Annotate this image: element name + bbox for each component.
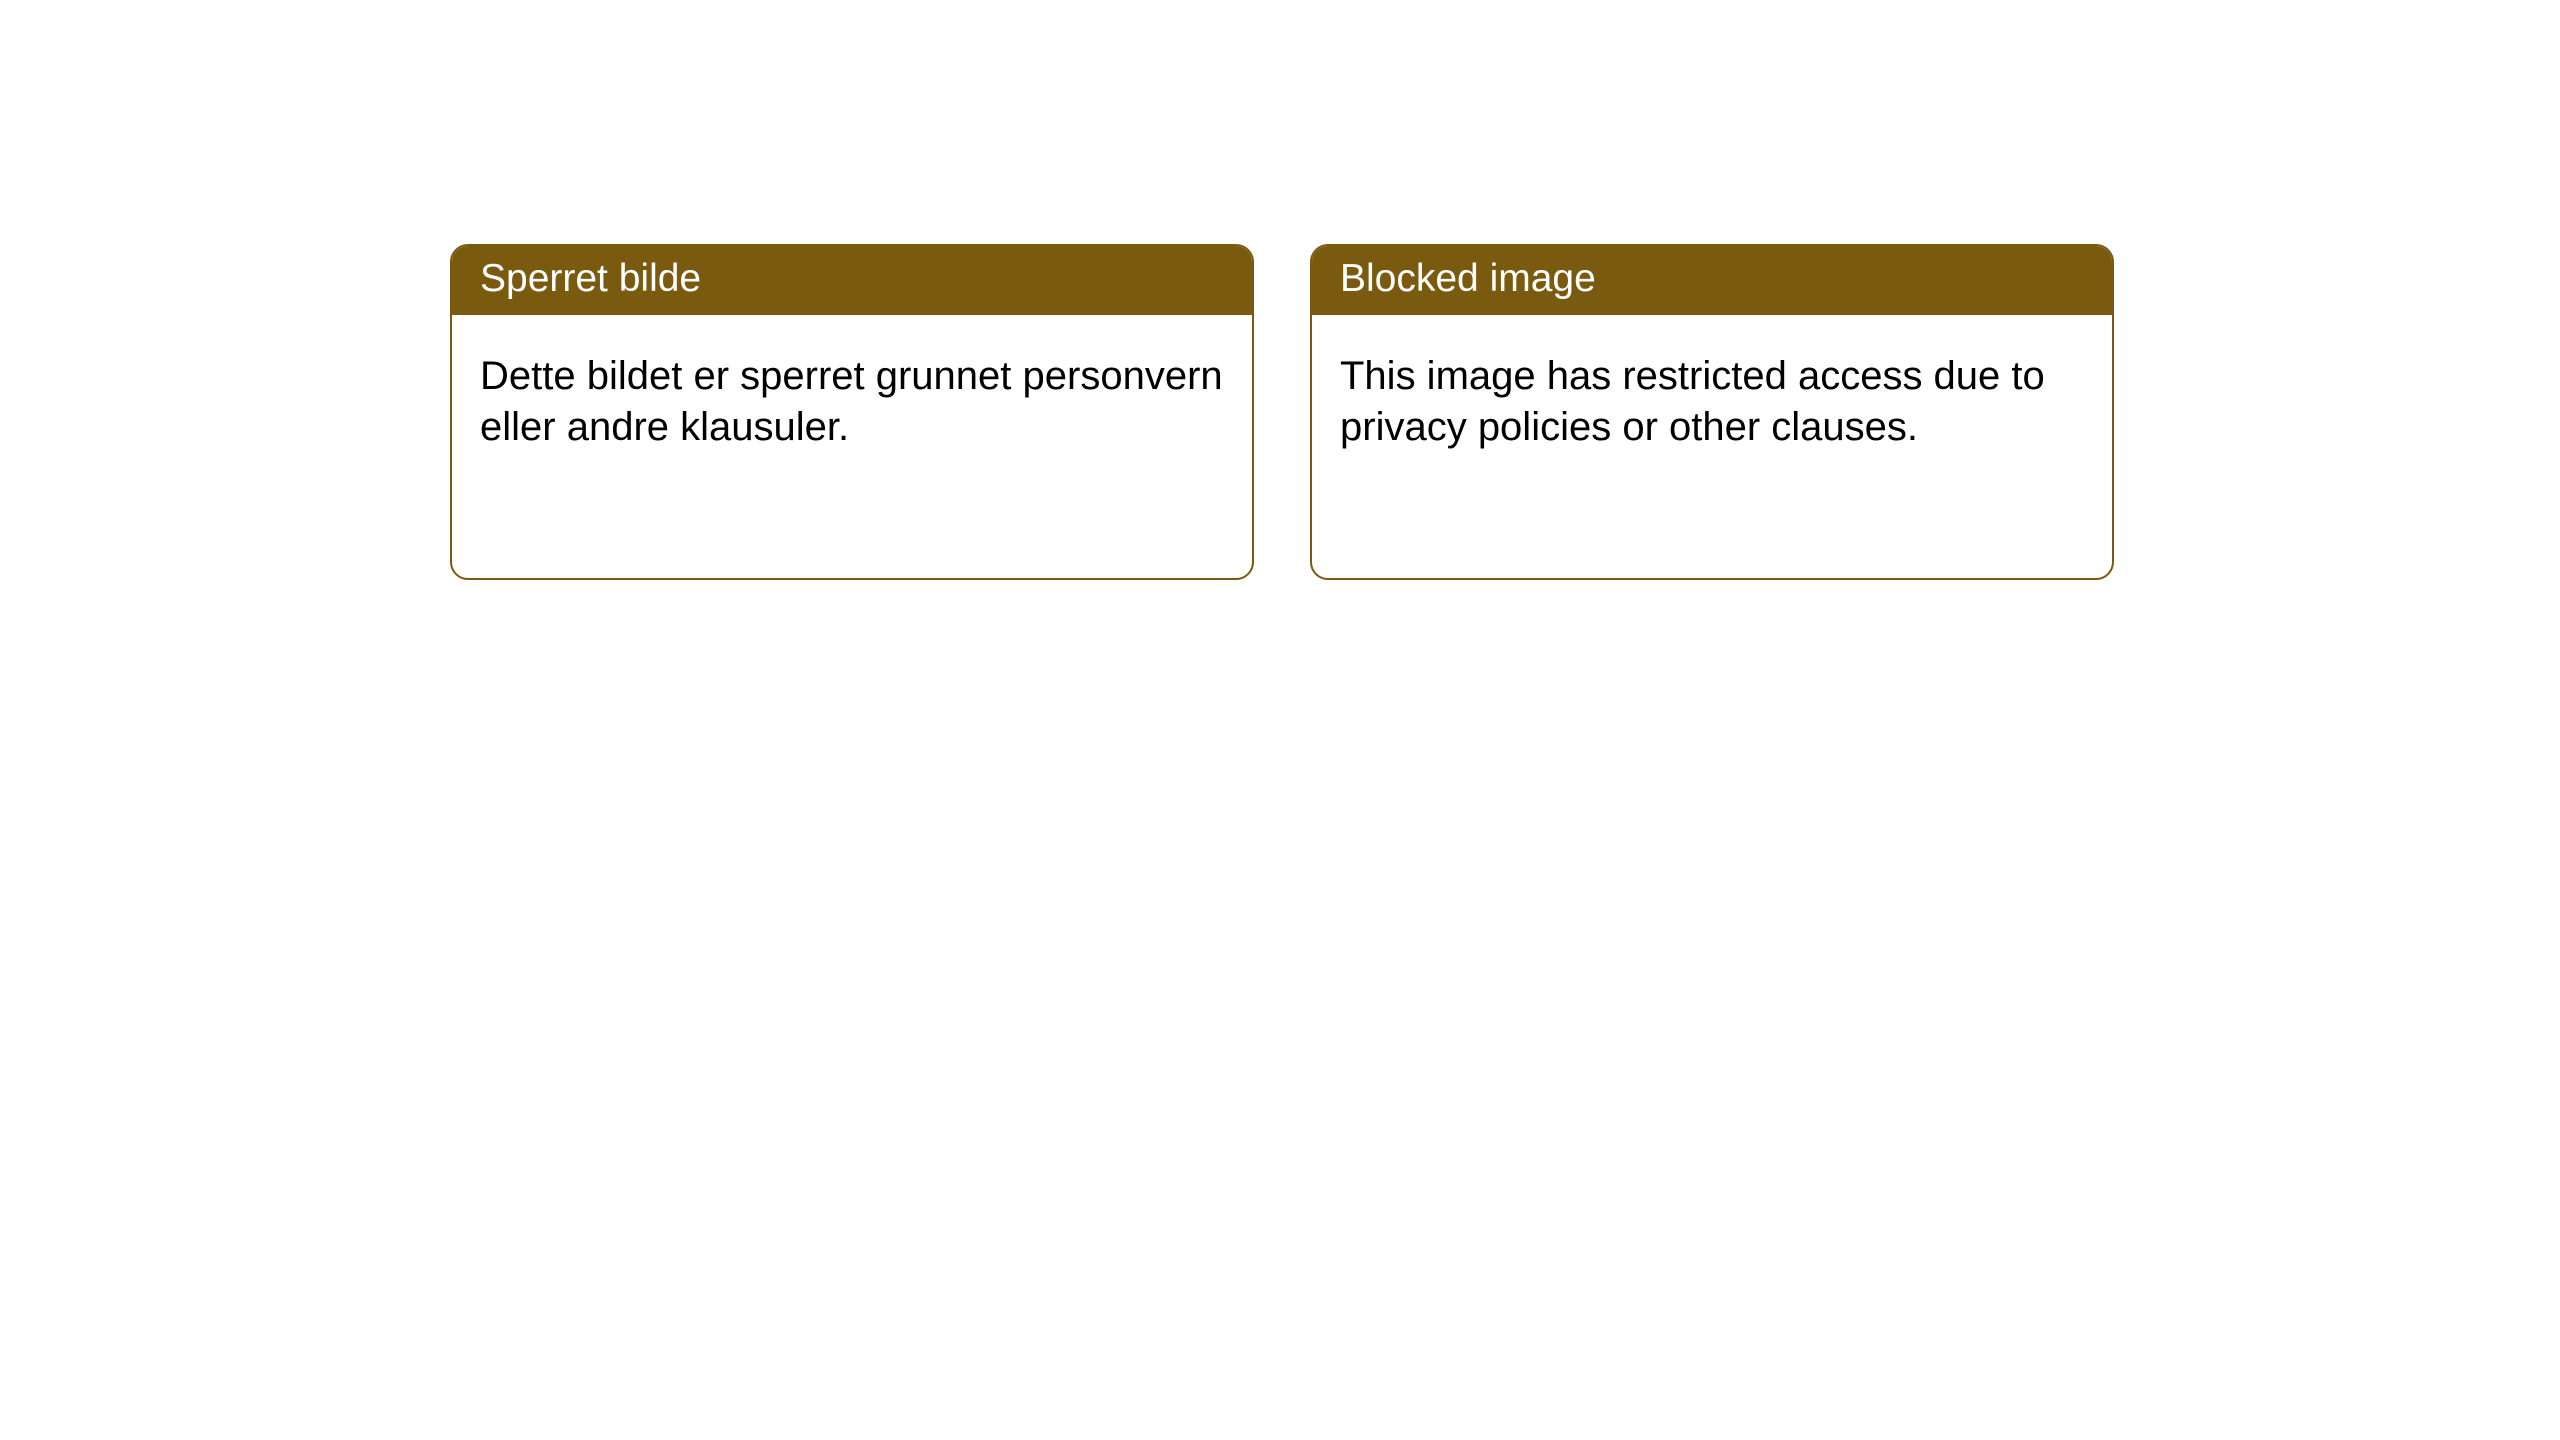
notice-card-norwegian: Sperret bilde Dette bildet er sperret gr… (450, 244, 1254, 580)
notice-container: Sperret bilde Dette bildet er sperret gr… (450, 244, 2114, 580)
notice-body: This image has restricted access due to … (1312, 315, 2112, 481)
notice-header: Sperret bilde (452, 246, 1252, 315)
notice-header: Blocked image (1312, 246, 2112, 315)
notice-card-english: Blocked image This image has restricted … (1310, 244, 2114, 580)
notice-body: Dette bildet er sperret grunnet personve… (452, 315, 1252, 481)
